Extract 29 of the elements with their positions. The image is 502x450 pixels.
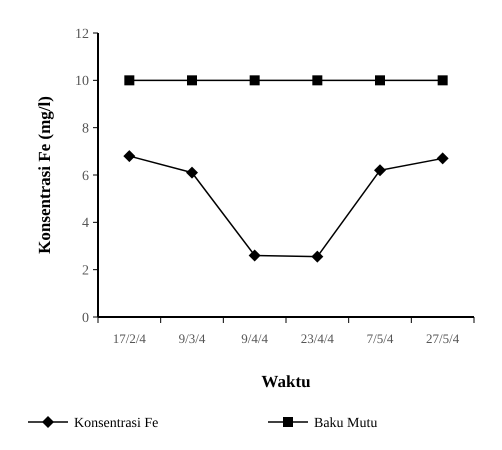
y-axis-title: Konsentrasi Fe (mg/l) [35, 96, 54, 254]
x-tick-label: 27/5/4 [426, 331, 460, 346]
point [311, 250, 324, 263]
legend-label: Konsentrasi Fe [74, 416, 158, 431]
x-tick-label: 9/4/4 [241, 331, 269, 346]
point [436, 152, 449, 164]
point [248, 249, 261, 262]
y-tick-label: 8 [82, 122, 89, 137]
y-tick-label: 12 [75, 26, 89, 42]
point [312, 75, 322, 86]
point [250, 75, 260, 86]
x-tick-label: 23/4/4 [300, 331, 334, 346]
point [123, 150, 136, 162]
point [375, 75, 385, 86]
y-tick-label: 6 [82, 168, 89, 184]
y-tick-label: 2 [82, 264, 89, 279]
legend-label: Baku Mutu [314, 416, 378, 431]
x-tick-label: 17/2/4 [112, 331, 146, 346]
point [438, 75, 448, 86]
x-tick-label: 7/5/4 [366, 331, 394, 346]
x-tick-label: 9/3/4 [178, 331, 206, 346]
point [374, 164, 386, 176]
point [187, 75, 197, 86]
y-tick-label: 0 [82, 310, 89, 326]
x-axis-title: Waktu [261, 372, 311, 391]
y-tick-label: 10 [75, 74, 89, 90]
y-tick-label: 4 [82, 216, 89, 232]
point [124, 75, 134, 86]
point [186, 166, 198, 179]
